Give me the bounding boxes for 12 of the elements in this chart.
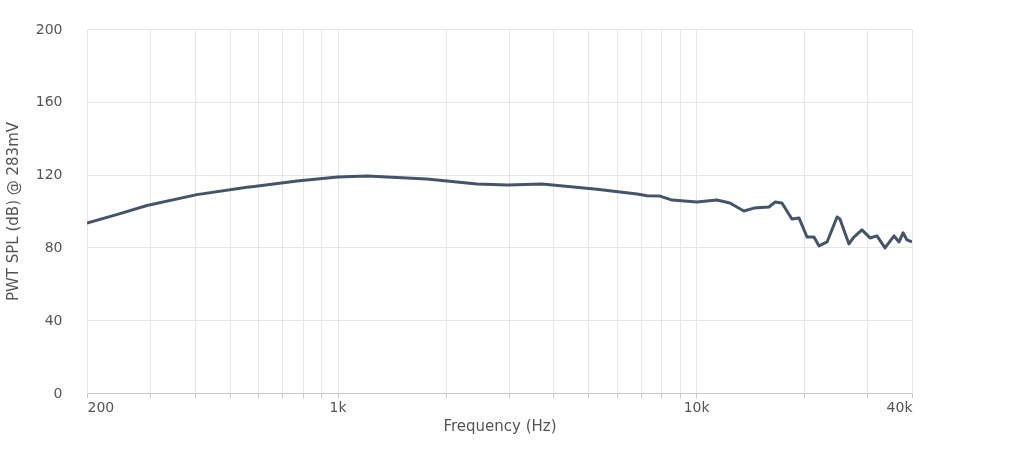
x-tick-label: 1k xyxy=(329,398,348,415)
y-tick-label: 200 xyxy=(35,20,63,37)
y-tick-label: 160 xyxy=(35,93,63,110)
x-tick-label: 200 xyxy=(87,398,115,415)
x-axis-title: Frequency (Hz) xyxy=(443,416,557,435)
y-axis-title: PWT SPL (dB) @ 283mV xyxy=(3,121,22,302)
y-tick-label: 0 xyxy=(53,384,63,401)
y-tick-label: 120 xyxy=(35,166,63,183)
x-tick-label: 40k xyxy=(886,398,914,415)
x-tick-label: 10k xyxy=(683,398,711,415)
y-tick-label: 80 xyxy=(44,238,63,255)
y-tick-label: 40 xyxy=(44,311,63,328)
